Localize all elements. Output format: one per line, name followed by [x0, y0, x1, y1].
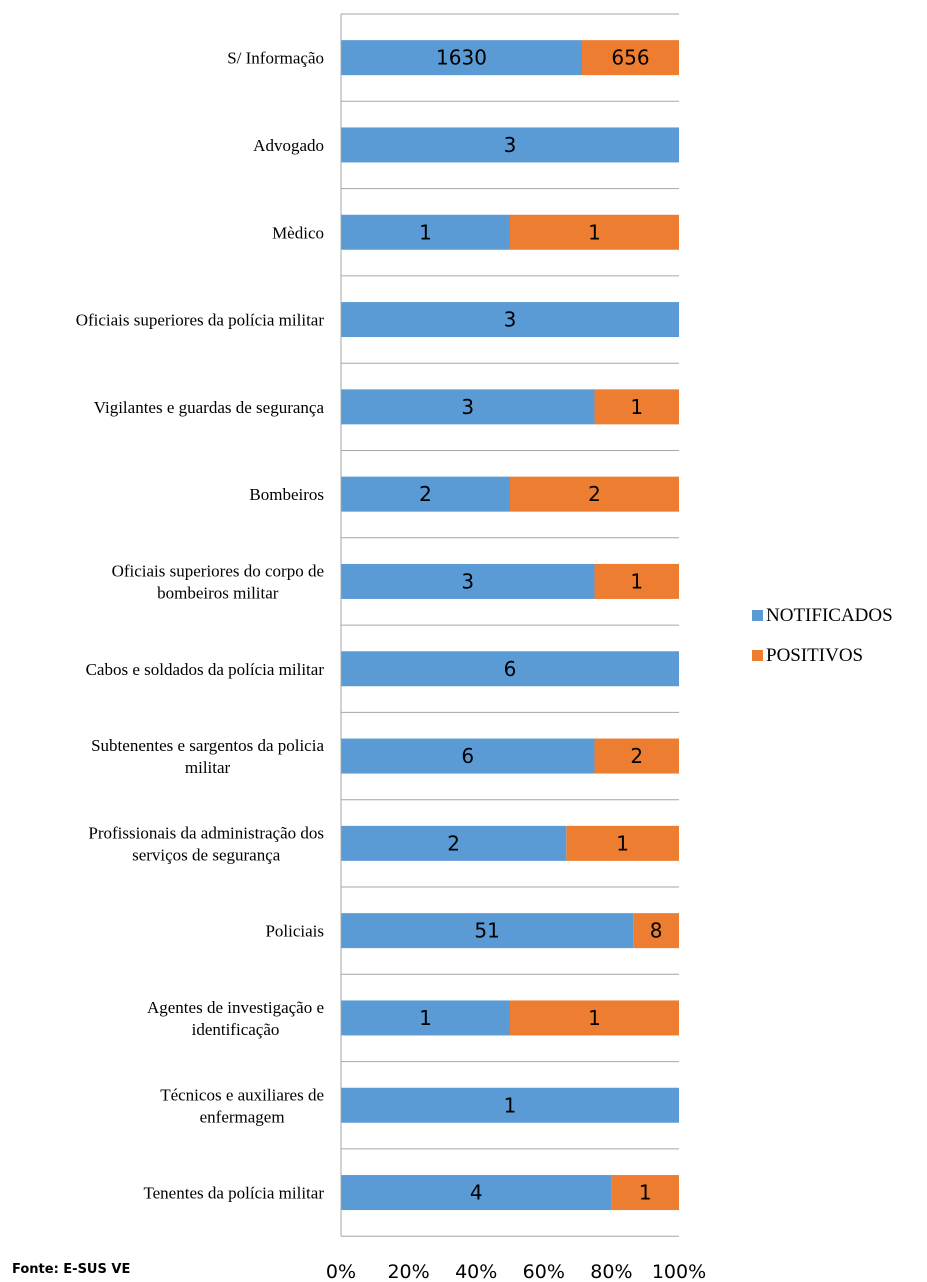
category-label-2: Mèdico [272, 223, 324, 242]
legend-label-notificados: NOTIFICADOS [766, 605, 893, 626]
value-label-positivos-8: 2 [630, 744, 643, 768]
value-label-notificados-12: 1 [504, 1093, 517, 1117]
value-label-positivos-0: 656 [611, 46, 649, 70]
value-label-notificados-0: 1630 [436, 46, 487, 70]
category-label-7: Cabos e soldados da polícia militar [86, 660, 325, 679]
bar-notificados-3 [341, 302, 679, 338]
value-label-positivos-10: 8 [650, 919, 663, 943]
bar-notificados-9 [341, 825, 567, 861]
bar-positivos-6 [594, 563, 679, 599]
x-tick-label-5: 100% [652, 1261, 706, 1282]
category-label-11: Agentes de investigação e identificação [147, 998, 324, 1039]
value-label-notificados-10: 51 [474, 919, 499, 943]
category-label-10: Policiais [265, 922, 324, 941]
bar-positivos-2 [510, 214, 679, 250]
value-label-notificados-1: 3 [504, 133, 517, 157]
x-tick-label-2: 40% [455, 1261, 497, 1282]
bar-positivos-9 [566, 825, 679, 861]
category-label-8: Subtenentes e sargentos da policia milita… [91, 736, 324, 777]
category-label-4: Vigilantes e guardas de segurança [94, 398, 325, 417]
value-label-positivos-13: 1 [639, 1181, 652, 1205]
value-label-notificados-13: 4 [470, 1181, 483, 1205]
legend-swatch-notificados [752, 610, 763, 621]
bar-notificados-0 [341, 40, 583, 76]
bar-notificados-7 [341, 651, 679, 687]
value-label-notificados-11: 1 [419, 1006, 432, 1030]
legend: NOTIFICADOS POSITIVOS [752, 605, 893, 666]
category-label-9: Profissionais da administração dos serviç… [88, 823, 324, 864]
value-label-positivos-9: 1 [616, 831, 629, 855]
bar-notificados-4 [341, 389, 595, 425]
x-axis-ticks: 0% 20% 40% 60% 80% 100% [326, 1261, 706, 1282]
value-label-notificados-6: 3 [461, 569, 474, 593]
source-note: Fonte: E-SUS VE [12, 1262, 131, 1277]
value-label-notificados-5: 2 [419, 482, 432, 506]
value-label-notificados-4: 3 [461, 395, 474, 419]
x-tick-label-1: 20% [387, 1261, 429, 1282]
bar-positivos-0 [582, 40, 679, 76]
category-label-0: S/ Informação [227, 49, 324, 68]
value-label-notificados-7: 6 [504, 657, 517, 681]
bar-notificados-12 [341, 1087, 679, 1123]
category-label-12: Técnicos e auxiliares de enfermagem [160, 1085, 324, 1126]
bars [341, 40, 679, 1211]
value-label-positivos-2: 1 [588, 220, 601, 244]
bar-notificados-8 [341, 738, 595, 774]
bar-notificados-10 [341, 913, 634, 949]
value-label-positivos-11: 1 [588, 1006, 601, 1030]
category-label-6: Oficiais superiores do corpo de bombeiros… [112, 561, 324, 602]
bar-positivos-10 [633, 913, 679, 949]
bar-notificados-5 [341, 476, 510, 512]
category-label-1: Advogado [253, 136, 324, 155]
bar-notificados-13 [341, 1175, 612, 1211]
bar-positivos-8 [594, 738, 679, 774]
bar-notificados-6 [341, 563, 595, 599]
legend-label-positivos: POSITIVOS [766, 645, 863, 666]
value-label-notificados-8: 6 [461, 744, 474, 768]
bar-notificados-11 [341, 1000, 510, 1036]
legend-swatch-positivos [752, 650, 763, 661]
bar-notificados-2 [341, 214, 510, 250]
bar-positivos-4 [594, 389, 679, 425]
value-label-notificados-3: 3 [504, 308, 517, 332]
x-tick-label-3: 60% [523, 1261, 565, 1282]
value-labels: 1630 656 3 1 1 3 3 1 2 2 3 1 6 6 2 2 1 51 8 1 1 1 4 1 [419, 46, 662, 1205]
bar-notificados-1 [341, 127, 679, 163]
category-separators [341, 13, 679, 1237]
bar-positivos-5 [510, 476, 679, 512]
category-label-13: Tenentes da polícia militar [143, 1184, 324, 1203]
value-label-positivos-5: 2 [588, 482, 601, 506]
x-tick-label-0: 0% [326, 1261, 356, 1282]
category-label-5: Bombeiros [249, 485, 324, 504]
bar-positivos-11 [510, 1000, 679, 1036]
bar-positivos-13 [611, 1175, 679, 1211]
category-label-3: Oficiais superiores da polícia militar [76, 311, 325, 330]
value-label-positivos-6: 1 [630, 569, 643, 593]
x-tick-label-4: 80% [590, 1261, 632, 1282]
category-labels: S/ Informação Advogado Mèdico Oficiais supe… [76, 49, 325, 1203]
value-label-notificados-9: 2 [447, 831, 460, 855]
value-label-notificados-2: 1 [419, 220, 432, 244]
value-label-positivos-4: 1 [630, 395, 643, 419]
